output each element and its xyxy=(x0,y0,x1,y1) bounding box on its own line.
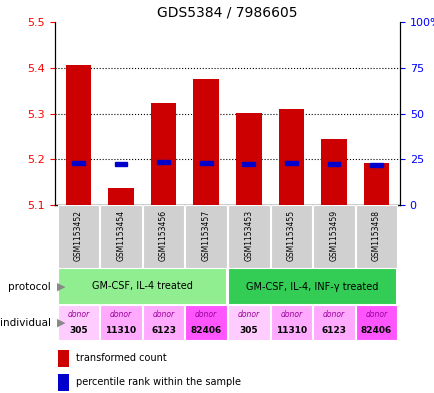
Bar xyxy=(115,162,127,166)
Bar xyxy=(355,205,397,268)
Bar xyxy=(142,305,184,340)
Text: 11310: 11310 xyxy=(275,326,306,335)
Bar xyxy=(284,161,297,165)
Text: donor: donor xyxy=(152,310,174,319)
Bar xyxy=(270,305,312,340)
Text: donor: donor xyxy=(365,310,387,319)
Text: donor: donor xyxy=(237,310,259,319)
Bar xyxy=(369,163,382,167)
Bar xyxy=(142,205,184,268)
Bar xyxy=(100,305,141,340)
Text: GSM1153456: GSM1153456 xyxy=(159,210,168,261)
Text: percentile rank within the sample: percentile rank within the sample xyxy=(76,377,240,387)
Bar xyxy=(320,139,346,205)
Text: GM-CSF, IL-4, INF-γ treated: GM-CSF, IL-4, INF-γ treated xyxy=(246,281,378,292)
Text: 11310: 11310 xyxy=(105,326,136,335)
Bar xyxy=(363,163,388,205)
Bar xyxy=(227,205,269,268)
Bar xyxy=(57,205,99,268)
Bar xyxy=(312,205,354,268)
Text: 82406: 82406 xyxy=(360,326,391,335)
Text: donor: donor xyxy=(322,310,344,319)
Bar xyxy=(327,162,339,166)
Bar xyxy=(312,305,354,340)
Bar xyxy=(270,205,312,268)
Text: GM-CSF, IL-4 treated: GM-CSF, IL-4 treated xyxy=(92,281,192,292)
Text: protocol: protocol xyxy=(8,281,50,292)
Text: donor: donor xyxy=(110,310,132,319)
Text: donor: donor xyxy=(67,310,89,319)
Bar xyxy=(193,79,218,205)
Bar xyxy=(72,161,85,165)
Bar xyxy=(57,305,99,340)
Text: GSM1153455: GSM1153455 xyxy=(286,210,295,261)
Title: GDS5384 / 7986605: GDS5384 / 7986605 xyxy=(157,6,297,19)
Bar xyxy=(185,305,227,340)
Bar xyxy=(58,350,69,367)
Bar xyxy=(57,268,227,305)
Bar xyxy=(66,64,91,205)
Text: GSM1153452: GSM1153452 xyxy=(74,210,83,261)
Bar xyxy=(100,205,141,268)
Text: GSM1153458: GSM1153458 xyxy=(371,210,380,261)
Text: transformed count: transformed count xyxy=(76,353,166,363)
Bar xyxy=(199,161,212,165)
Text: ▶: ▶ xyxy=(57,281,66,292)
Text: GSM1153453: GSM1153453 xyxy=(244,210,253,261)
Text: 82406: 82406 xyxy=(190,326,221,335)
Bar xyxy=(227,305,269,340)
Bar xyxy=(355,305,397,340)
Text: donor: donor xyxy=(195,310,217,319)
Text: 6123: 6123 xyxy=(151,326,176,335)
Text: donor: donor xyxy=(279,310,302,319)
Text: GSM1153459: GSM1153459 xyxy=(329,210,338,261)
Bar xyxy=(185,205,227,268)
Bar xyxy=(242,162,255,166)
Text: ▶: ▶ xyxy=(57,318,66,327)
Text: individual: individual xyxy=(0,318,50,327)
Text: 305: 305 xyxy=(69,326,88,335)
Text: GSM1153457: GSM1153457 xyxy=(201,210,210,261)
Bar xyxy=(151,103,176,205)
Bar xyxy=(157,160,170,164)
Bar xyxy=(58,374,69,391)
Bar xyxy=(227,268,397,305)
Text: 305: 305 xyxy=(239,326,257,335)
Text: 6123: 6123 xyxy=(321,326,346,335)
Bar xyxy=(236,112,261,205)
Text: GSM1153454: GSM1153454 xyxy=(116,210,125,261)
Bar xyxy=(278,109,303,205)
Bar xyxy=(108,188,134,205)
